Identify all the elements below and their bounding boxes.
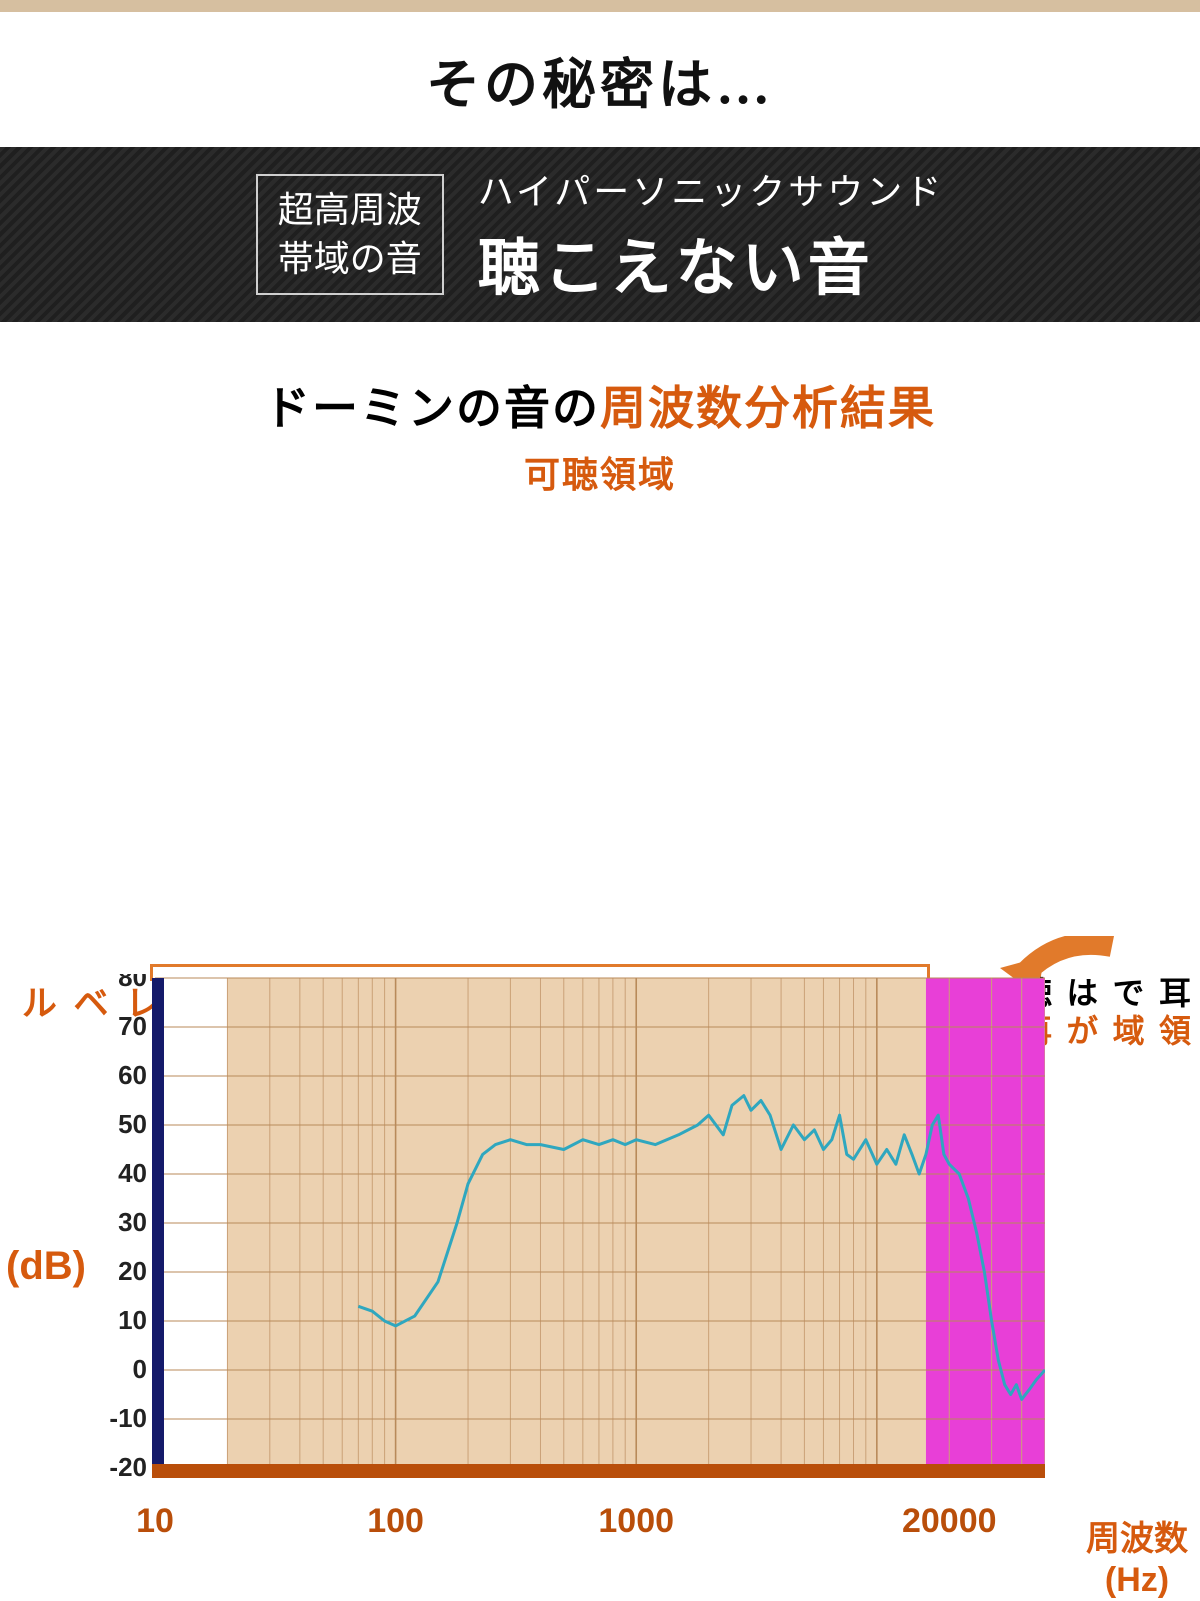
x-tick-label: 100 xyxy=(367,1502,424,1541)
band-right: ハイパーソニックサウンド 聴こえない音 xyxy=(478,163,945,307)
headline: その秘密は… xyxy=(0,40,1200,119)
x-tick-label: 20000 xyxy=(902,1502,997,1541)
band-boxed: 超高周波 帯域の音 xyxy=(256,174,444,295)
svg-text:0: 0 xyxy=(133,1354,147,1384)
band-boxed-line1: 超高周波 xyxy=(278,186,422,235)
plot: -20 -10 0 10 20 30 40 50 60 70 80 xyxy=(105,974,1045,1494)
chart-title-orange: 周波数分析結果 xyxy=(600,382,936,434)
top-accent-bar xyxy=(0,0,1200,12)
svg-text:-10: -10 xyxy=(109,1403,147,1433)
svg-text:80: 80 xyxy=(118,974,147,992)
svg-text:-20: -20 xyxy=(109,1452,147,1482)
x-unit-line1: 周波数 xyxy=(1086,1519,1188,1560)
x-tick-label: 1000 xyxy=(598,1502,674,1541)
dark-band: 超高周波 帯域の音 ハイパーソニックサウンド 聴こえない音 xyxy=(0,147,1200,322)
svg-text:40: 40 xyxy=(118,1158,147,1188)
x-axis-unit: 周波数 (Hz) xyxy=(1086,1519,1188,1601)
y-axis-unit: (dB) xyxy=(6,1244,86,1289)
band-big: 聴こえない音 xyxy=(478,217,945,307)
x-unit-line2: (Hz) xyxy=(1086,1560,1188,1601)
svg-text:70: 70 xyxy=(118,1011,147,1041)
svg-text:50: 50 xyxy=(118,1109,147,1139)
svg-text:30: 30 xyxy=(118,1207,147,1237)
band-boxed-line2: 帯域の音 xyxy=(278,235,422,284)
svg-text:10: 10 xyxy=(118,1305,147,1335)
x-tick-label: 10 xyxy=(136,1502,174,1541)
svg-text:20: 20 xyxy=(118,1256,147,1286)
band-small: ハイパーソニックサウンド xyxy=(478,163,945,215)
audible-label: 可聴領域 xyxy=(0,446,1200,498)
chart-title-black: ドーミンの音の xyxy=(264,382,600,434)
svg-text:60: 60 xyxy=(118,1060,147,1090)
chart-title: ドーミンの音の周波数分析結果 xyxy=(0,372,1200,438)
x-ticks: 10 100 1000 20000 xyxy=(105,1502,1045,1542)
